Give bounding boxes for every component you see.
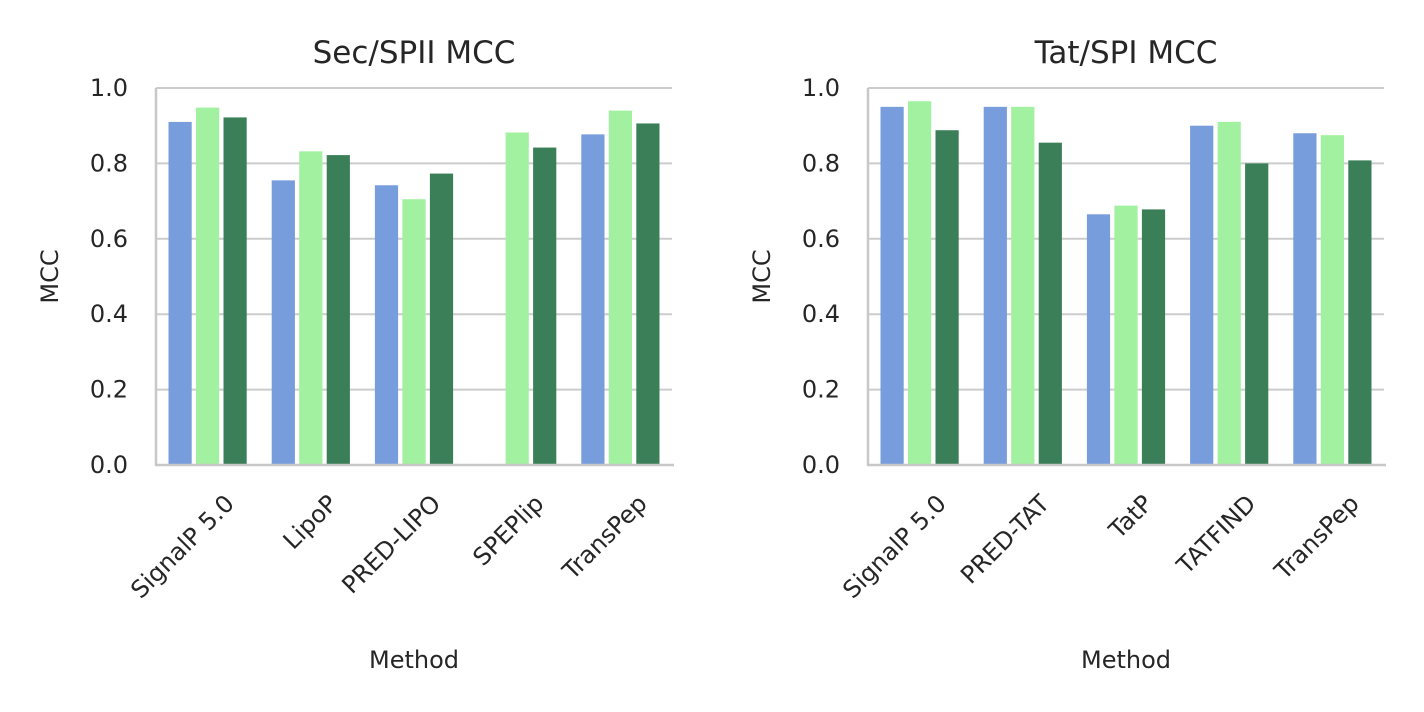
bar — [880, 106, 904, 465]
bar — [533, 147, 557, 466]
y-tick-label: 0.8 — [90, 149, 128, 177]
y-tick-label: 1.0 — [802, 74, 840, 102]
bar — [326, 155, 350, 465]
y-tick-label: 0.6 — [90, 225, 128, 253]
bar — [1011, 106, 1035, 465]
bar — [983, 106, 1007, 465]
x-axis-label: Method — [1081, 646, 1171, 674]
bar — [196, 107, 220, 465]
bar — [1320, 135, 1344, 465]
bar — [505, 132, 529, 465]
y-tick-label: 1.0 — [90, 74, 128, 102]
bar — [299, 151, 323, 465]
bar — [1141, 209, 1166, 465]
bar — [935, 130, 959, 465]
x-tick-label: PRED-TAT — [955, 489, 1055, 589]
bar — [1086, 214, 1111, 465]
chart-panel-1: 0.0 0.2 0.4 0.6 0.8 1.0 SignalP 5.0 LipoPPRED-L… — [36, 35, 674, 674]
bar — [1190, 125, 1214, 465]
x-tick-label: LipoP — [278, 489, 343, 554]
bar — [374, 185, 399, 466]
bar — [1293, 133, 1317, 466]
x-tick-label: TransPep — [556, 489, 652, 585]
y-tick-label: 0.4 — [802, 300, 840, 328]
y-tick-label: 0.2 — [802, 376, 840, 404]
bar — [908, 101, 932, 465]
bar — [402, 199, 426, 465]
y-axis-label: MCC — [748, 249, 776, 303]
bar — [581, 134, 605, 465]
x-tick-label: SPEPlip — [467, 489, 549, 571]
bar — [223, 117, 247, 465]
chart-title: Sec/SPII MCC — [313, 35, 516, 71]
x-tick-label: TATFIND — [1171, 489, 1262, 580]
x-tick-label: PRED-LIPO — [336, 489, 446, 599]
bar — [636, 123, 660, 466]
y-tick-label: 0.2 — [90, 376, 128, 404]
bar — [1114, 205, 1138, 465]
chart-panel-2: 0.0 0.2 0.4 0.6 0.8 1.0 SignalP 5.0 PRED-TAT Tat… — [748, 35, 1386, 674]
y-tick-label: 0.6 — [802, 225, 840, 253]
x-tick-label: SignalP 5.0 — [125, 489, 240, 604]
bar — [168, 121, 192, 466]
bar — [608, 110, 632, 466]
bar — [429, 173, 454, 466]
y-axis-label: MCC — [36, 249, 64, 303]
y-tick-label: 0.0 — [802, 451, 840, 479]
chart-title: Tat/SPI MCC — [1034, 35, 1218, 71]
x-tick-label: TatP — [1103, 489, 1158, 544]
x-tick-label: SignalP 5.0 — [837, 489, 952, 604]
bar — [271, 180, 295, 466]
y-tick-label: 0.4 — [90, 300, 128, 328]
bar — [1217, 121, 1241, 466]
x-tick-label: TransPep — [1268, 489, 1364, 585]
bar — [1245, 163, 1269, 465]
bar — [1348, 160, 1372, 465]
y-tick-label: 0.8 — [802, 149, 840, 177]
y-tick-label: 0.0 — [90, 451, 128, 479]
x-axis-label: Method — [369, 646, 459, 674]
bar — [1038, 142, 1062, 466]
